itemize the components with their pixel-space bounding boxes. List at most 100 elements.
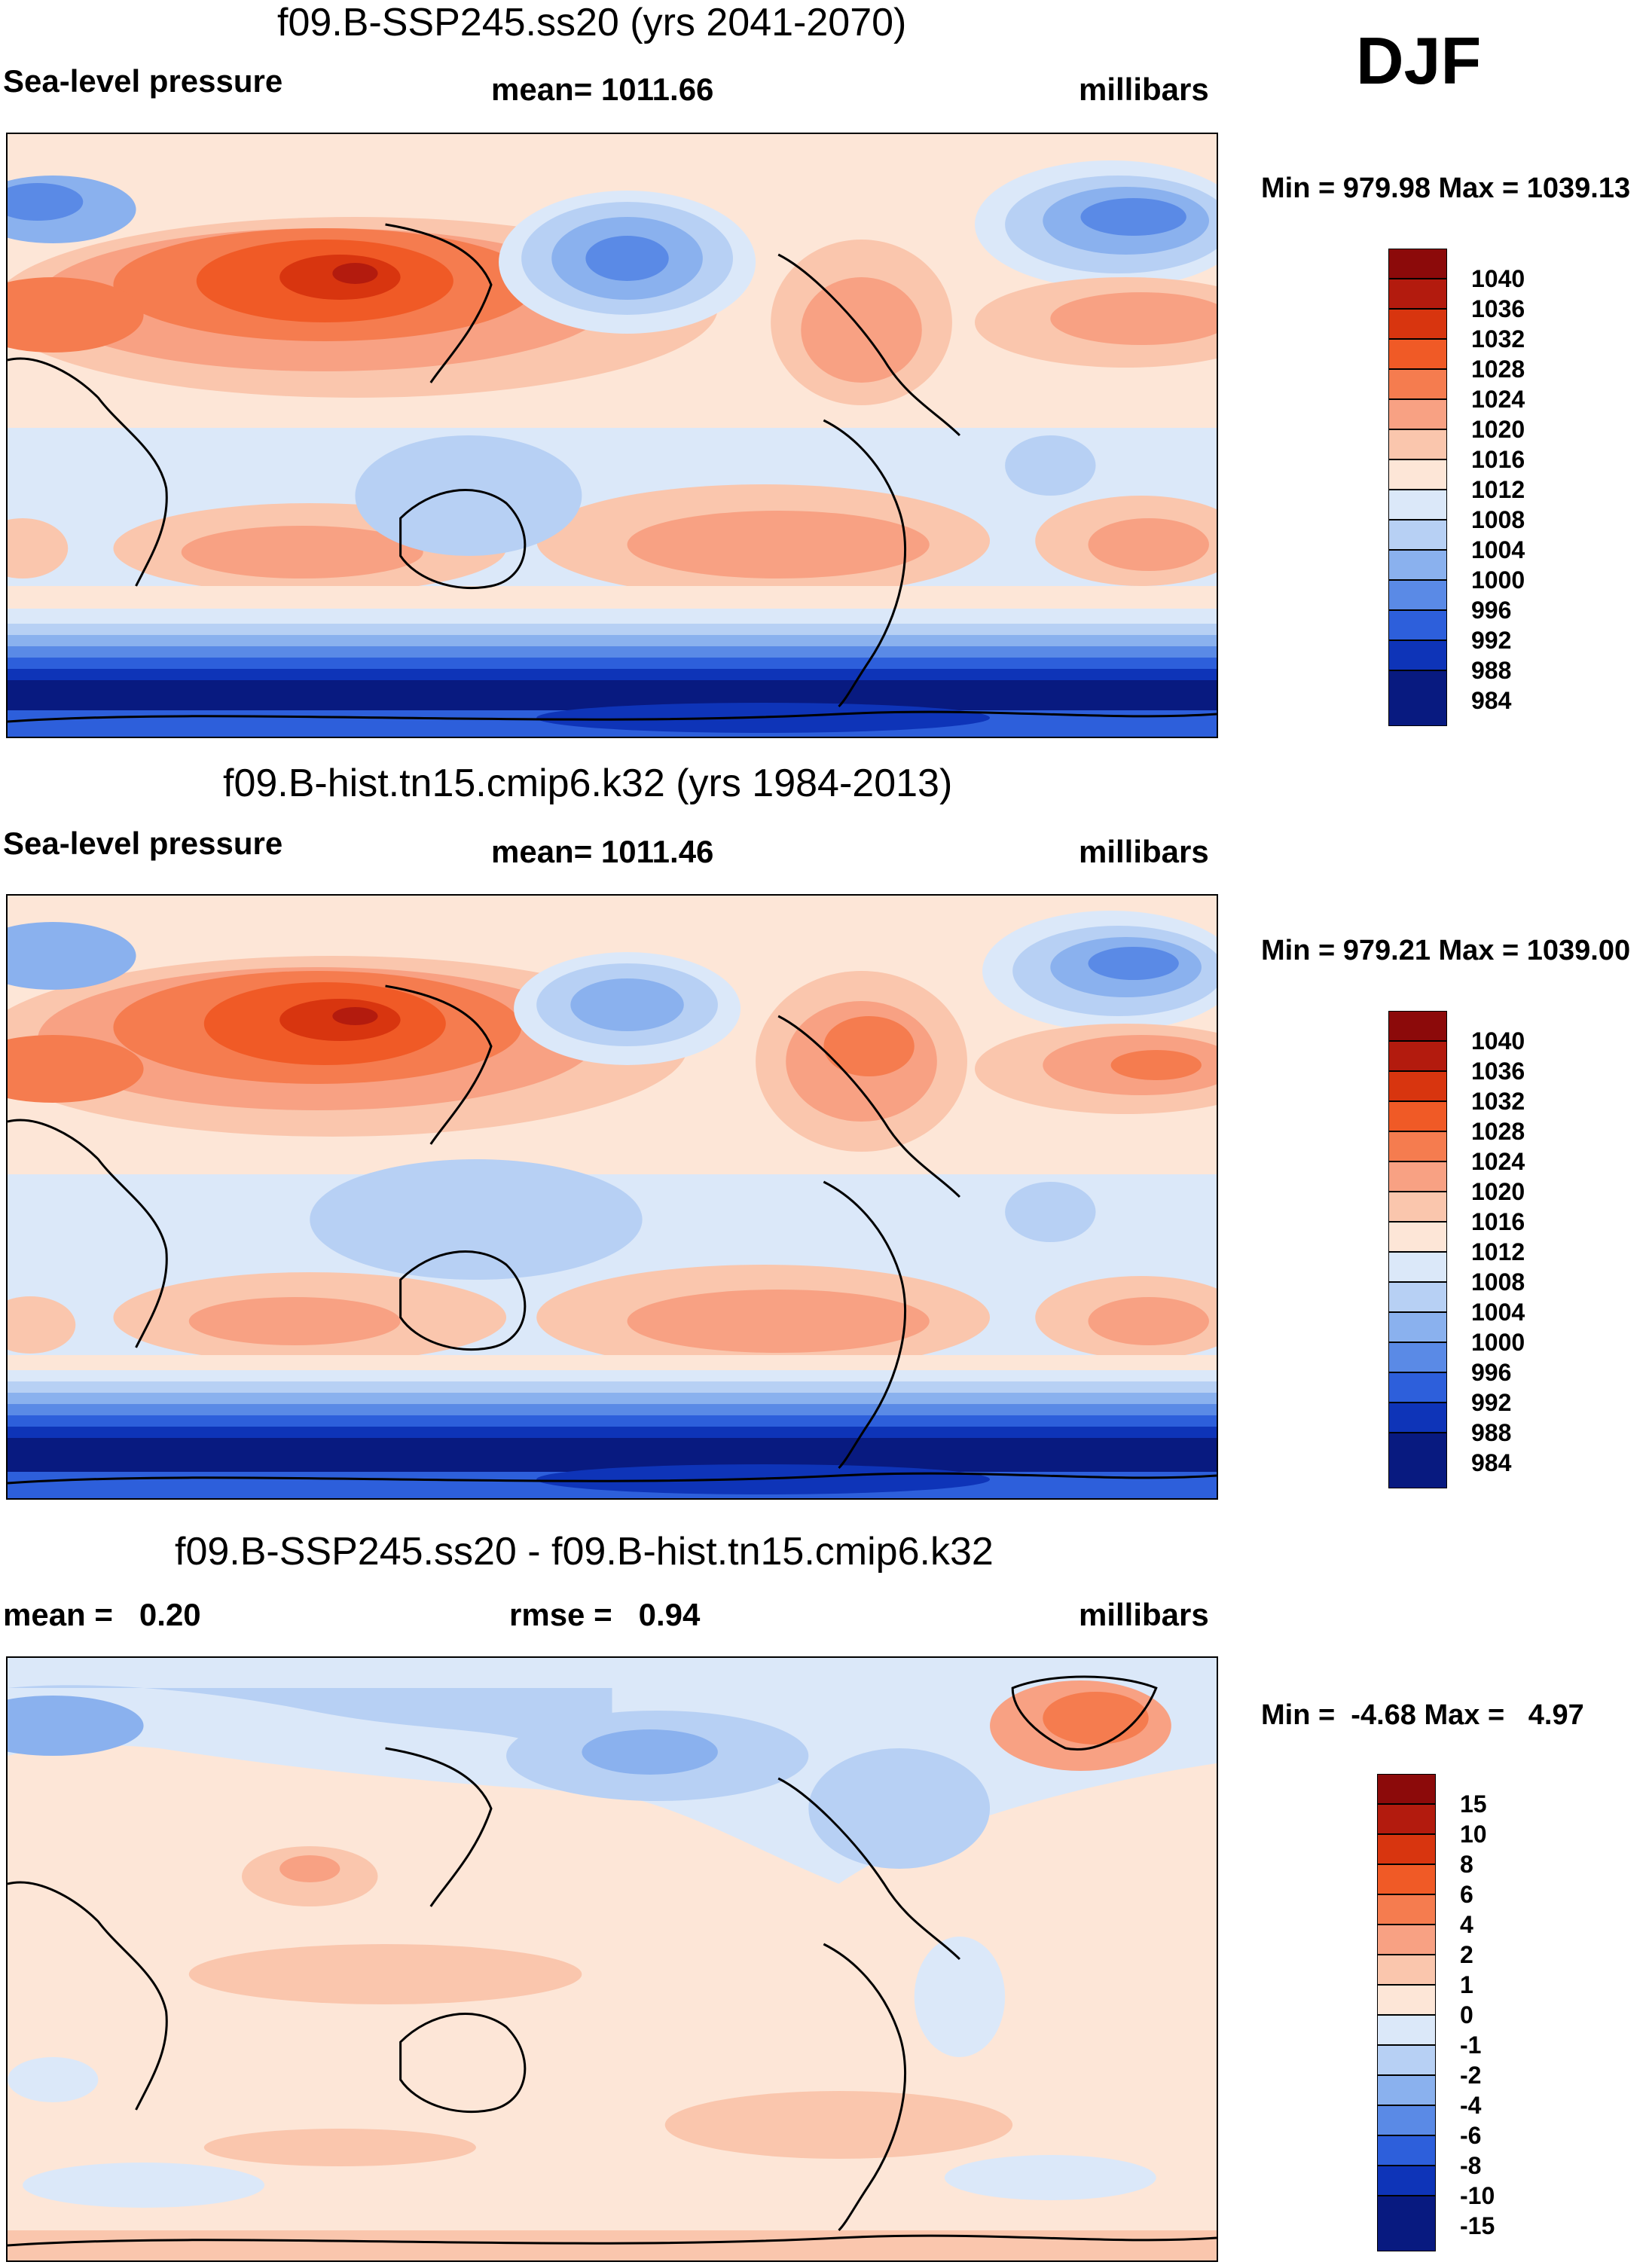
colorbar-swatch bbox=[1377, 1834, 1436, 1864]
colorbar-label: 15 bbox=[1460, 1790, 1487, 1818]
colorbar-label: -8 bbox=[1460, 2152, 1482, 2179]
colorbar-swatch bbox=[1388, 429, 1447, 459]
colorbar-label: 1016 bbox=[1471, 1208, 1525, 1235]
colorbar-swatch bbox=[1388, 1312, 1447, 1342]
colorbar-ssp245: 1040 1036 1032 1028 1024 1020 1016 1012 … bbox=[1388, 249, 1525, 726]
colorbar-swatch bbox=[1377, 1925, 1436, 1955]
colorbar-swatch bbox=[1377, 2105, 1436, 2135]
colorbar-label: 1040 bbox=[1471, 265, 1525, 292]
colorbar-label: -1 bbox=[1460, 2031, 1482, 2059]
colorbar-swatch bbox=[1377, 1955, 1436, 1985]
colorbar-label: 1020 bbox=[1471, 1178, 1525, 1205]
mean-label: mean= 1011.46 bbox=[491, 834, 714, 869]
colorbar-label: 1032 bbox=[1471, 1088, 1525, 1115]
colorbar-label: -15 bbox=[1460, 2212, 1495, 2239]
colorbar-label: 1008 bbox=[1471, 1268, 1525, 1296]
colorbar-swatch bbox=[1388, 490, 1447, 520]
colorbar-swatch bbox=[1388, 580, 1447, 610]
colorbar-swatch bbox=[1388, 1101, 1447, 1131]
colorbar-label: 996 bbox=[1471, 1359, 1512, 1386]
colorbar-swatch bbox=[1388, 1433, 1447, 1488]
mean-label: mean = 0.20 bbox=[3, 1597, 201, 1632]
colorbar-label: 1024 bbox=[1471, 386, 1525, 413]
colorbar-swatch bbox=[1388, 1071, 1447, 1101]
colorbar-label: 984 bbox=[1471, 687, 1512, 714]
colorbar-swatch bbox=[1388, 1222, 1447, 1252]
colorbar-label: 1028 bbox=[1471, 356, 1525, 383]
colorbar-swatch bbox=[1388, 1403, 1447, 1433]
season-label: DJF bbox=[1356, 23, 1482, 98]
colorbar-label: 988 bbox=[1471, 1419, 1512, 1446]
slp-map-ssp245 bbox=[6, 133, 1218, 738]
colorbar-swatch bbox=[1388, 1131, 1447, 1161]
colorbar-label: 1016 bbox=[1471, 446, 1525, 473]
colorbar-swatch bbox=[1388, 339, 1447, 369]
colorbar-swatch bbox=[1377, 2045, 1436, 2075]
colorbar-swatch bbox=[1377, 2166, 1436, 2196]
colorbar-swatch bbox=[1388, 520, 1447, 550]
colorbar-swatch bbox=[1377, 2135, 1436, 2166]
colorbar-label: 2 bbox=[1460, 1941, 1473, 1968]
colorbar-swatch bbox=[1377, 1985, 1436, 2015]
colorbar-swatch bbox=[1388, 249, 1447, 279]
variable-label: Sea-level pressure bbox=[3, 63, 283, 99]
colorbar-swatch bbox=[1388, 1252, 1447, 1282]
colorbar-label: 1000 bbox=[1471, 1329, 1525, 1356]
colorbar-label: -6 bbox=[1460, 2122, 1482, 2149]
colorbar-swatch bbox=[1377, 2015, 1436, 2045]
colorbar-swatch bbox=[1377, 2196, 1436, 2251]
colorbar-label: -10 bbox=[1460, 2182, 1495, 2209]
colorbar-swatch bbox=[1388, 1041, 1447, 1071]
colorbar-hist: 1040 1036 1032 1028 1024 1020 1016 1012 … bbox=[1388, 1011, 1525, 1488]
colorbar-label: -4 bbox=[1460, 2092, 1482, 2119]
colorbar-swatch bbox=[1388, 1011, 1447, 1041]
colorbar-swatch bbox=[1388, 1372, 1447, 1403]
colorbar-label: 1012 bbox=[1471, 476, 1525, 503]
units-label: millibars bbox=[1079, 1597, 1209, 1632]
colorbar-label: 6 bbox=[1460, 1881, 1473, 1908]
colorbar-label: 992 bbox=[1471, 1389, 1512, 1416]
colorbar-label: 988 bbox=[1471, 657, 1512, 684]
colorbar-swatch bbox=[1388, 670, 1447, 726]
colorbar-swatch bbox=[1388, 550, 1447, 580]
colorbar-swatch bbox=[1388, 1342, 1447, 1372]
colorbar-swatch bbox=[1388, 279, 1447, 309]
min-max-label: Min = 979.21 Max = 1039.00 bbox=[1261, 935, 1631, 966]
panel-title: f09.B-hist.tn15.cmip6.k32 (yrs 1984-2013… bbox=[223, 762, 953, 805]
colorbar-label: 1024 bbox=[1471, 1148, 1525, 1175]
colorbar-label: 1012 bbox=[1471, 1238, 1525, 1265]
colorbar-swatch bbox=[1388, 1282, 1447, 1312]
colorbar-label: 1008 bbox=[1471, 506, 1525, 533]
colorbar-label: 1036 bbox=[1471, 1058, 1525, 1085]
colorbar-label: 1000 bbox=[1471, 566, 1525, 594]
colorbar-label: 1020 bbox=[1471, 416, 1525, 443]
colorbar-label: 1028 bbox=[1471, 1118, 1525, 1145]
rmse-label: rmse = 0.94 bbox=[509, 1597, 701, 1632]
colorbar-swatch bbox=[1388, 1192, 1447, 1222]
colorbar-swatch bbox=[1377, 1864, 1436, 1894]
variable-label: Sea-level pressure bbox=[3, 826, 283, 861]
panel-title: f09.B-SSP245.ss20 (yrs 2041-2070) bbox=[277, 1, 907, 44]
colorbar-swatch bbox=[1388, 610, 1447, 640]
colorbar-swatch bbox=[1377, 2075, 1436, 2105]
units-label: millibars bbox=[1079, 72, 1209, 107]
colorbar-label: 1 bbox=[1460, 1971, 1473, 1998]
colorbar-label: 10 bbox=[1460, 1821, 1487, 1848]
panel-title: f09.B-SSP245.ss20 - f09.B-hist.tn15.cmip… bbox=[175, 1530, 994, 1574]
colorbar-swatch bbox=[1388, 1161, 1447, 1192]
colorbar-label: 4 bbox=[1460, 1911, 1473, 1938]
colorbar-label: 1004 bbox=[1471, 536, 1525, 563]
mean-label: mean= 1011.66 bbox=[491, 72, 714, 107]
colorbar-swatch bbox=[1377, 1804, 1436, 1834]
colorbar-swatch bbox=[1388, 369, 1447, 399]
colorbar-label: 1004 bbox=[1471, 1299, 1525, 1326]
min-max-label: Min = 979.98 Max = 1039.13 bbox=[1261, 172, 1631, 204]
colorbar-label: 0 bbox=[1460, 2001, 1473, 2028]
colorbar-swatch bbox=[1388, 309, 1447, 339]
colorbar-swatch bbox=[1388, 399, 1447, 429]
min-max-label: Min = -4.68 Max = 4.97 bbox=[1261, 1699, 1584, 1731]
colorbar-swatch bbox=[1377, 1774, 1436, 1804]
colorbar-swatch bbox=[1388, 459, 1447, 490]
units-label: millibars bbox=[1079, 834, 1209, 869]
colorbar-label: -2 bbox=[1460, 2062, 1482, 2089]
